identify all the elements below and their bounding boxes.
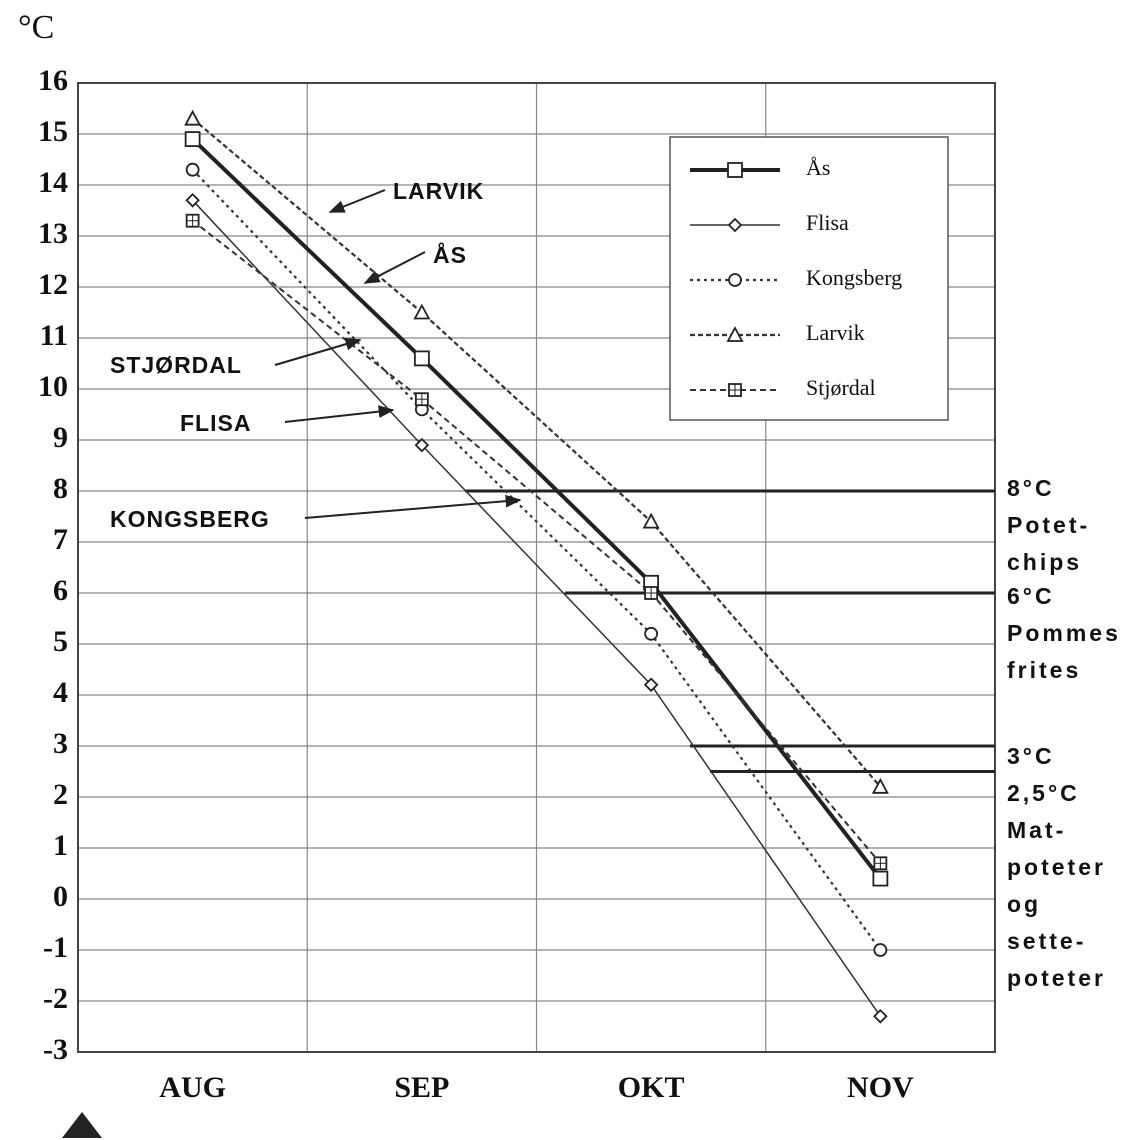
marker (184, 109, 202, 126)
marker (873, 943, 888, 957)
y-tick-label: 14 (38, 166, 68, 199)
marker (642, 512, 660, 529)
marker (185, 162, 200, 177)
y-tick-label: -2 (43, 982, 68, 1015)
marker (873, 1009, 888, 1024)
y-tick-label: 16 (38, 64, 68, 97)
marker (643, 677, 659, 693)
marker (185, 193, 200, 208)
series-line (191, 137, 882, 880)
y-tick-label: 10 (38, 370, 68, 403)
reference-label: chips (1007, 549, 1082, 575)
reference-label: 2,5°C (1007, 780, 1080, 806)
y-tick-label: 1 (53, 829, 68, 862)
x-tick-label: SEP (394, 1071, 449, 1104)
marker (871, 777, 889, 794)
marker (728, 273, 742, 287)
reference-label: Mat- (1007, 817, 1066, 843)
decoration (62, 1112, 102, 1138)
marker (414, 437, 430, 453)
y-tick-label: 4 (53, 676, 68, 709)
x-tick-label: AUG (159, 1071, 226, 1104)
legend-box (669, 136, 949, 421)
y-tick-label: 11 (40, 319, 68, 352)
y-tick-label: 0 (53, 880, 68, 913)
y-tick-label: 3 (53, 727, 68, 760)
label-arrow (284, 405, 395, 423)
line-label: LARVIK (393, 178, 484, 204)
reference-label: 6°C (1007, 583, 1055, 609)
reference-label: poteter (1007, 854, 1106, 880)
reference-label: 8°C (1007, 475, 1055, 501)
reference-label: sette- (1007, 928, 1086, 954)
plot-frame (77, 82, 996, 1053)
y-tick-label: 8 (53, 472, 68, 505)
marker (413, 303, 431, 320)
y-tick-label: 12 (38, 268, 68, 301)
y-tick-label: 15 (38, 115, 68, 148)
line-label: KONGSBERG (110, 506, 270, 532)
legend: Ås Flisa Kongsberg Larvik Stjørdal (669, 136, 949, 421)
line-label: ÅS (433, 241, 467, 268)
y-tick-label: 13 (38, 217, 68, 250)
reference-label: og (1007, 891, 1041, 917)
reference-label: poteter (1007, 965, 1106, 991)
series-line (192, 219, 882, 864)
y-tick-label: 9 (53, 421, 68, 454)
legend-label: Larvik (806, 320, 865, 345)
legend-label: Ås (806, 155, 830, 180)
legend-label: Flisa (806, 210, 849, 235)
line-label: FLISA (180, 410, 251, 436)
y-tick-label: -1 (43, 931, 68, 964)
reference-label: frites (1007, 657, 1081, 683)
marker (726, 326, 744, 342)
y-tick-label: 5 (53, 625, 68, 658)
y-tick-label: 2 (53, 778, 68, 811)
marker (727, 162, 743, 178)
marker (184, 131, 201, 148)
line-label: STJØRDAL (110, 352, 242, 378)
y-axis-label: °C (18, 9, 54, 46)
x-tick-label: NOV (847, 1071, 914, 1104)
y-tick-label: 7 (53, 523, 68, 556)
marker (644, 626, 659, 641)
reference-label: Pommes (1007, 620, 1121, 646)
marker (727, 217, 743, 233)
reference-label: Potet- (1007, 512, 1090, 538)
marker (872, 870, 889, 887)
series-line (191, 168, 882, 951)
label-arrow (363, 251, 426, 284)
x-tick-label: OKT (618, 1071, 685, 1104)
label-arrow (274, 337, 362, 366)
legend-label: Stjørdal (806, 375, 876, 400)
marker (413, 350, 430, 367)
series-line (191, 117, 882, 788)
legend-label: Kongsberg (806, 265, 902, 290)
series-line (192, 199, 881, 1017)
y-tick-label: -3 (43, 1033, 68, 1066)
label-arrow (328, 189, 386, 213)
y-tick-label: 6 (53, 574, 68, 607)
label-arrow (304, 494, 522, 519)
reference-label: 3°C (1007, 743, 1055, 769)
